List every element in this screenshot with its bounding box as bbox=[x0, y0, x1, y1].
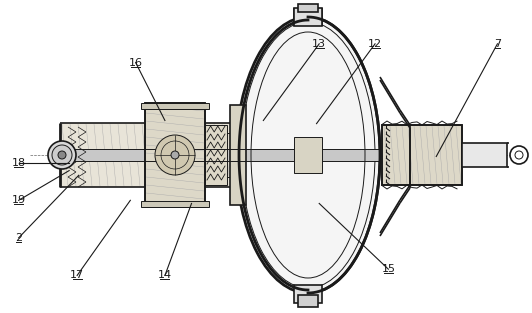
Text: 16: 16 bbox=[129, 58, 143, 68]
Bar bbox=[462, 143, 507, 167]
Bar bbox=[141, 201, 209, 207]
Text: 2: 2 bbox=[15, 233, 22, 243]
Circle shape bbox=[510, 146, 528, 164]
Text: 7: 7 bbox=[494, 39, 501, 49]
Circle shape bbox=[155, 135, 195, 175]
Circle shape bbox=[52, 145, 72, 165]
Circle shape bbox=[58, 151, 66, 159]
Text: 12: 12 bbox=[368, 39, 382, 49]
Bar bbox=[230, 105, 246, 205]
Bar bbox=[60, 123, 245, 187]
Bar bbox=[298, 4, 318, 12]
Text: 14: 14 bbox=[158, 270, 172, 280]
Bar bbox=[205, 133, 236, 177]
Bar bbox=[298, 295, 318, 307]
Text: 18: 18 bbox=[12, 158, 26, 168]
Text: 19: 19 bbox=[12, 195, 26, 205]
Bar bbox=[294, 137, 322, 173]
Text: 17: 17 bbox=[70, 270, 84, 280]
Text: 15: 15 bbox=[381, 264, 395, 274]
Circle shape bbox=[48, 141, 76, 169]
Bar bbox=[145, 103, 205, 207]
Bar bbox=[64, 149, 380, 161]
Bar bbox=[294, 285, 322, 303]
Bar bbox=[141, 103, 209, 109]
Bar bbox=[145, 103, 205, 207]
Text: 13: 13 bbox=[312, 39, 326, 49]
Bar bbox=[294, 8, 322, 26]
Circle shape bbox=[171, 151, 179, 159]
Bar bbox=[382, 125, 462, 185]
Bar bbox=[205, 125, 227, 185]
Ellipse shape bbox=[236, 17, 380, 293]
Bar bbox=[382, 125, 462, 185]
